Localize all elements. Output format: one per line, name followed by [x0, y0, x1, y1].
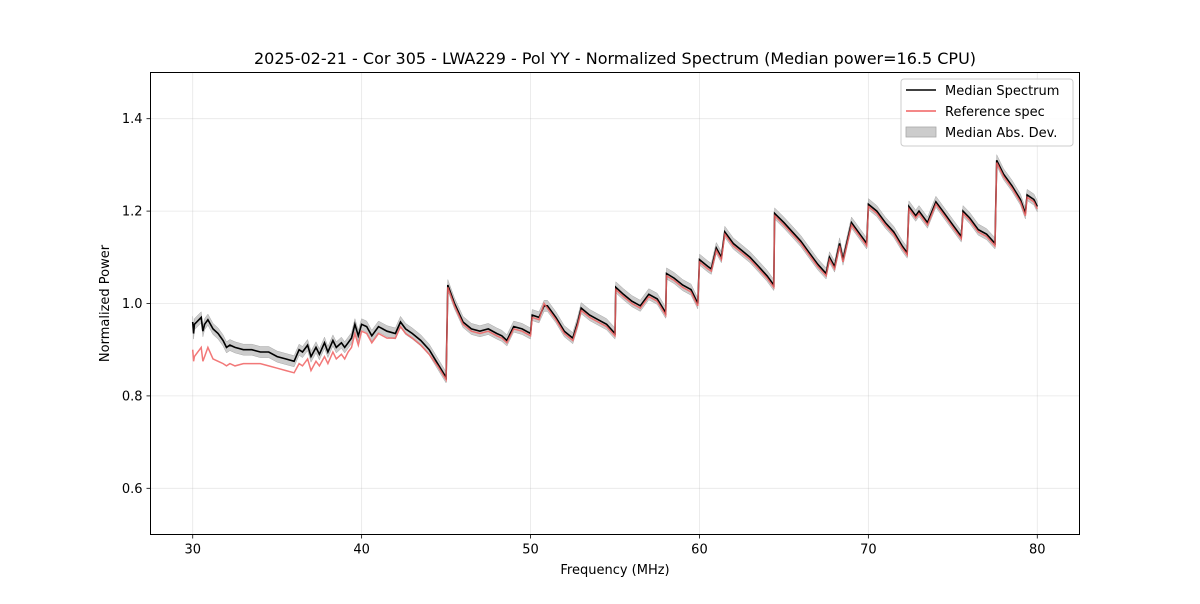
legend-reference-label: Reference spec [945, 105, 1045, 120]
legend-median-label: Median Spectrum [945, 84, 1059, 99]
x-axis-label: Frequency (MHz) [560, 563, 669, 578]
axis-ticks: 30 40 50 60 70 80 0.6 0.8 1.0 1.2 1.4 [122, 112, 1046, 557]
legend-mad-label: Median Abs. Dev. [945, 126, 1057, 141]
x-tick-label: 50 [522, 543, 539, 558]
y-tick-label: 0.6 [122, 482, 143, 497]
y-tick-label: 0.8 [122, 389, 143, 404]
y-tick-label: 1.4 [122, 112, 143, 127]
y-tick-label: 1.2 [122, 205, 143, 220]
x-tick-label: 70 [860, 543, 877, 558]
legend-box [900, 78, 1074, 147]
x-tick-label: 30 [184, 543, 201, 558]
y-tick-label: 1.0 [122, 297, 143, 312]
legend-mad-swatch [905, 126, 937, 138]
y-axis-label: Normalized Power [98, 244, 113, 362]
x-tick-label: 60 [691, 543, 708, 558]
legend: Median Spectrum Reference spec Median Ab… [900, 78, 1074, 147]
chart-title: 2025-02-21 - Cor 305 - LWA229 - Pol YY -… [254, 49, 976, 68]
reference-spec-line [191, 162, 1038, 383]
x-tick-label: 40 [353, 543, 370, 558]
x-tick-label: 80 [1029, 543, 1046, 558]
